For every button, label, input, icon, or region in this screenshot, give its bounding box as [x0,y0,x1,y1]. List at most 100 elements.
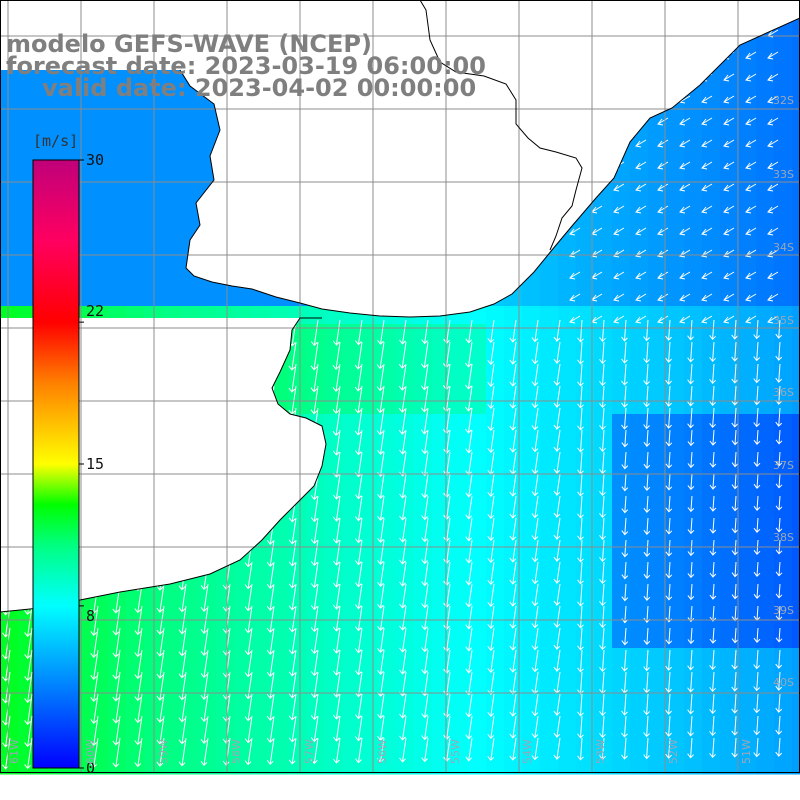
field-cell [702,414,721,433]
wind-arrow [665,693,672,715]
field-cell [270,630,289,649]
field-cell [756,36,775,55]
field-cell [684,108,703,127]
wind-arrow [310,693,319,721]
field-cell [648,126,667,145]
field-cell [144,90,163,109]
field-cell [252,630,271,649]
wind-arrow [679,161,691,170]
field-cell [540,504,559,523]
field-cell [144,594,163,613]
field-cell [144,234,163,253]
wind-arrow [377,561,385,587]
wind-arrow [665,671,672,693]
field-cell [252,756,271,775]
field-cell [648,648,667,667]
field-cell [234,288,253,307]
field-cell [702,468,721,487]
field-cell [144,720,163,739]
field-cell [648,756,667,775]
field-cell [738,612,757,631]
field-cell [684,432,703,451]
field-cell [558,396,577,415]
field-cell [792,36,800,55]
wind-arrow [531,539,539,563]
wind-arrow [156,693,165,723]
field-cell [522,306,541,325]
field-cell [414,468,433,487]
wind-arrow [621,715,628,738]
field-cell [720,612,739,631]
wind-arrow [310,319,319,347]
field-cell [36,144,55,163]
field-cell [162,738,181,757]
wind-arrow [200,627,209,657]
wind-arrow [288,715,297,743]
field-cell [504,720,523,739]
wind-arrow [200,693,209,723]
field-cell [378,342,397,361]
field-cell [324,666,343,685]
field-cell [450,360,469,379]
field-cell [468,432,487,451]
field-cell [486,558,505,577]
field-cell [594,576,613,595]
field-cell [648,738,667,757]
field-cell [144,648,163,667]
wind-arrow [531,649,539,673]
wind-arrow [569,315,581,324]
field-cell [756,180,775,199]
wind-arrow [310,737,319,765]
field-cell [360,342,379,361]
field-cell [180,198,199,217]
wind-arrow [767,271,779,280]
wind-arrow [333,649,341,676]
wind-arrow [767,183,779,192]
wind-arrow [156,627,165,657]
field-cell [108,72,127,91]
field-cell [738,288,757,307]
field-cell [684,576,703,595]
field-cell [630,720,649,739]
wind-arrow [577,429,584,453]
field-cell [612,612,631,631]
field-cell [558,450,577,469]
field-cell [126,288,145,307]
field-cell [612,288,631,307]
wind-arrow [553,583,561,606]
wind-arrow [775,671,783,691]
field-cell [468,378,487,397]
field-cell [306,756,325,775]
field-cell [576,234,595,253]
wind-arrow [599,473,606,497]
field-cell [738,468,757,487]
wind-arrow [443,737,451,762]
field-cell [0,630,19,649]
field-cell [288,612,307,631]
wind-arrow [577,517,584,541]
field-cell [144,144,163,163]
field-cell [792,702,800,721]
field-cell [630,450,649,469]
field-cell [90,180,109,199]
field-cell [360,594,379,613]
wind-arrow [753,693,761,714]
field-cell [270,558,289,577]
field-cell [450,504,469,523]
field-cell [630,288,649,307]
wind-arrow [377,649,385,675]
wind-arrow [723,139,735,148]
field-cell [360,432,379,451]
field-cell [324,360,343,379]
field-cell [0,234,19,253]
field-cell [666,756,685,775]
wind-arrow [354,341,363,370]
field-cell [126,126,145,145]
wind-arrow [355,561,363,588]
field-cell [234,576,253,595]
field-cell [666,342,685,361]
wind-arrow [90,627,99,659]
wind-arrow [399,715,407,741]
field-cell [396,414,415,433]
